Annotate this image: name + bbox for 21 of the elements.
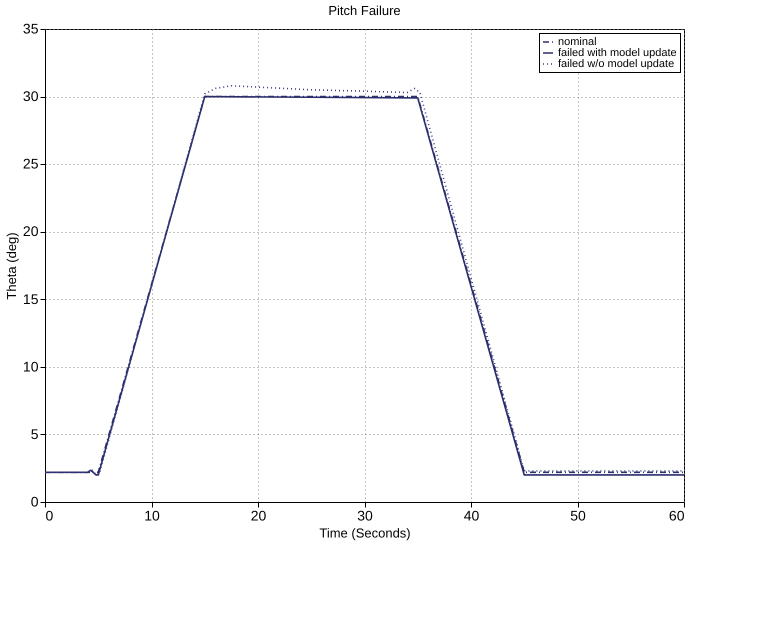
- y-tick-label: 35: [22, 20, 39, 36]
- y-tick-label: 30: [22, 88, 39, 104]
- x-tick-label: 20: [250, 508, 266, 524]
- y-tick-label: 0: [30, 494, 39, 510]
- x-axis-title: Time (Seconds): [319, 526, 411, 540]
- y-tick-label: 5: [30, 426, 39, 442]
- x-tick-label: 50: [570, 508, 586, 524]
- y-tick-label: 10: [22, 358, 39, 374]
- legend-label: failed with model update: [558, 47, 677, 59]
- x-tick-label: 40: [464, 508, 480, 524]
- y-tick-label: 25: [22, 156, 39, 172]
- x-tick-label: 0: [46, 508, 54, 524]
- x-tick-label: 10: [144, 508, 160, 524]
- chart-title: Pitch Failure: [328, 3, 401, 18]
- y-tick-label: 15: [22, 290, 39, 307]
- x-tick-label: 60: [668, 508, 685, 524]
- legend-label: failed w/o model update: [558, 58, 674, 70]
- legend-label: nominal: [558, 36, 597, 48]
- x-tick-label: 30: [357, 508, 373, 524]
- y-axis-title: Theta (deg): [4, 232, 19, 300]
- y-tick-label: 20: [22, 223, 39, 240]
